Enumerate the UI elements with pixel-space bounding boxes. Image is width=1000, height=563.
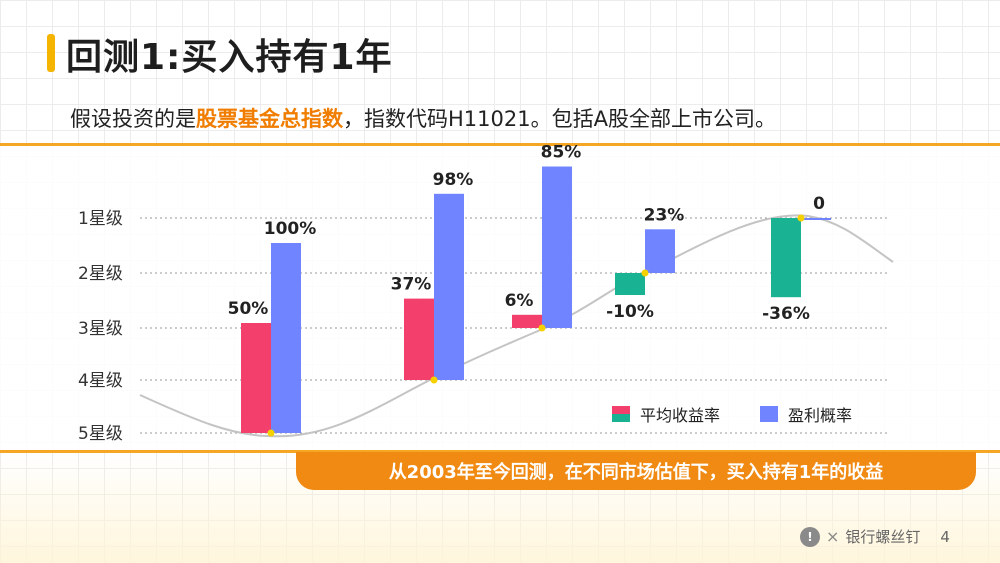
return-bar — [404, 298, 434, 380]
probability-label: 0 — [813, 194, 825, 214]
return-label: 37% — [391, 275, 432, 295]
return-label: 50% — [228, 299, 269, 319]
legend-label-probability: 盈利概率 — [788, 406, 853, 425]
title-accent-bar — [47, 34, 55, 72]
probability-bar — [645, 229, 675, 273]
footer: ! × 银行螺丝钉 4 — [800, 526, 950, 547]
subtitle: 假设投资的是股票基金总指数，指数代码H11021。包括A股全部上市公司。 — [70, 103, 776, 133]
curve-marker — [430, 376, 438, 384]
y-tick-label: 2星级 — [78, 264, 123, 284]
y-tick-label: 5星级 — [78, 424, 123, 444]
caption-banner: 从2003年至今回测，在不同市场估值下，买入持有1年的收益 — [296, 452, 976, 490]
curve-marker — [538, 324, 546, 332]
curve-marker — [641, 269, 649, 277]
return-bar — [771, 218, 801, 298]
probability-label: 98% — [433, 170, 474, 190]
cross-icon: × — [826, 527, 840, 546]
footer-brand: 银行螺丝钉 — [845, 528, 921, 546]
probability-label: 23% — [644, 205, 685, 225]
return-label: -36% — [762, 304, 810, 324]
legend-swatch-return — [612, 406, 630, 422]
subtitle-suffix: ，指数代码H11021。包括A股全部上市公司。 — [343, 107, 776, 131]
subtitle-highlight: 股票基金总指数 — [196, 107, 343, 131]
return-bar — [241, 323, 271, 433]
legend-item-probability: 盈利概率 — [760, 402, 852, 426]
brand-logo-icon: ! — [800, 526, 820, 547]
curve-marker — [797, 214, 805, 222]
probability-bar — [801, 218, 831, 220]
return-bar — [512, 314, 542, 328]
y-tick-label: 4星级 — [78, 371, 123, 391]
banner-divider — [0, 450, 1000, 453]
probability-bar — [542, 166, 572, 328]
chart-card — [0, 146, 1000, 450]
legend-item-return: 平均收益率 — [612, 402, 720, 426]
y-tick-label: 1星级 — [78, 209, 123, 229]
return-label: 6% — [505, 291, 534, 311]
subtitle-prefix: 假设投资的是 — [70, 107, 196, 131]
chart-legend: 平均收益率 盈利概率 — [612, 402, 852, 426]
return-label: -10% — [606, 302, 654, 322]
legend-label-return: 平均收益率 — [640, 406, 721, 425]
legend-swatch-probability — [760, 406, 779, 422]
probability-label: 85% — [541, 143, 582, 163]
page-title: 回测1:买入持有1年 — [66, 37, 393, 78]
return-bar — [615, 273, 645, 295]
top-divider — [0, 143, 1000, 146]
probability-label: 100% — [264, 219, 317, 239]
probability-bar — [271, 243, 301, 433]
page-number: 4 — [940, 527, 950, 546]
probability-bar — [434, 193, 464, 380]
y-tick-label: 3星级 — [78, 319, 123, 339]
curve-marker — [267, 429, 275, 437]
